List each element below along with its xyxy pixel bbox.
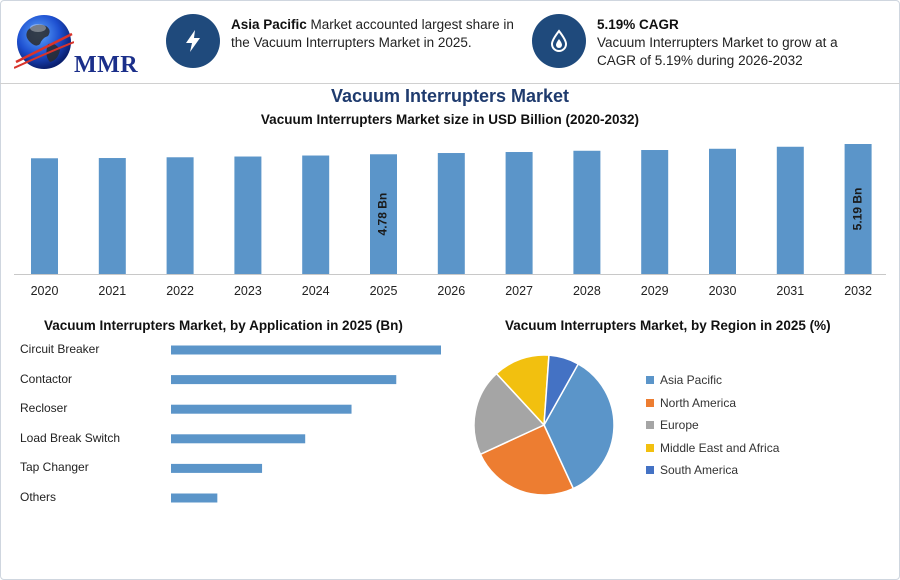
bar-2022 [166, 157, 194, 274]
info1-line1: Market accounted largest share in [306, 17, 514, 32]
region-chart-title: Vacuum Interrupters Market, by Region in… [505, 318, 831, 333]
bar-2031 [776, 146, 804, 274]
bar-2024 [302, 155, 330, 274]
info-cagr: 5.19% CAGR Vacuum Interrupters Market to… [597, 16, 887, 70]
legend-swatch [646, 443, 654, 452]
x-tick-2022: 2022 [166, 284, 194, 298]
bar-2026 [437, 153, 465, 274]
legend-swatch [646, 421, 654, 430]
pie-slice-europe [473, 372, 546, 456]
bar-2020 [31, 158, 58, 274]
lightning-icon [166, 14, 220, 68]
x-tick-2028: 2028 [573, 284, 601, 298]
application-bar-contactor [171, 375, 397, 385]
bar-2027 [505, 152, 533, 274]
legend-swatch [646, 376, 654, 384]
application-label-others: Others [20, 490, 57, 504]
application-bar-others [171, 493, 218, 503]
x-tick-2029: 2029 [641, 284, 669, 298]
info1-highlight: Asia Pacific [231, 17, 307, 32]
x-tick-2021: 2021 [98, 284, 126, 298]
x-tick-2032: 2032 [844, 284, 872, 298]
x-tick-2020: 2020 [31, 284, 59, 298]
legend-swatch [646, 398, 654, 407]
x-tick-2026: 2026 [437, 284, 465, 298]
x-tick-2027: 2027 [505, 284, 533, 298]
pie-slice-north-america [479, 424, 575, 496]
logo-text: MMR [74, 52, 139, 78]
legend-item-middle-east-and-africa: Middle East and Africa [646, 440, 779, 456]
legend-label: South America [660, 463, 739, 478]
application-label-contactor: Contactor [20, 371, 73, 386]
chart-title: Vacuum Interrupters Market [330, 86, 570, 106]
info2-line2: CAGR of 5.19% during 2026-2032 [597, 53, 803, 68]
bar-2021 [98, 158, 126, 274]
legend-item-south-america: South America [646, 462, 738, 478]
application-label-circuit-breaker: Circuit Breaker [20, 342, 100, 356]
application-label-load-break-switch: Load Break Switch [20, 430, 121, 445]
x-tick-2023: 2023 [234, 284, 262, 298]
bar-2029 [641, 150, 669, 274]
info1-line2: the Vacuum Interrupters Market in 2025. [231, 35, 472, 50]
application-label-tap-changer: Tap Changer [20, 460, 89, 475]
legend-label: North America [660, 395, 737, 410]
legend-item-north-america: North America [646, 395, 736, 411]
x-tick-2025: 2025 [370, 284, 398, 298]
flame-drop-icon [532, 14, 586, 68]
info-asia-pacific: Asia Pacific Market accounted largest sh… [231, 16, 531, 52]
legend-label: Asia Pacific [660, 373, 723, 387]
data-label-2032: 5.19 Bn [850, 188, 864, 231]
legend-item-asia-pacific: Asia Pacific [646, 372, 722, 388]
application-label-recloser: Recloser [20, 401, 68, 416]
x-tick-2030: 2030 [709, 284, 737, 298]
bar-2023 [234, 156, 262, 274]
legend-item-europe: Europe [646, 417, 699, 433]
x-tick-2024: 2024 [302, 284, 330, 298]
info2-highlight: 5.19% CAGR [597, 17, 679, 32]
application-chart-title: Vacuum Interrupters Market, by Applicati… [44, 318, 403, 333]
chart-subtitle: Vacuum Interrupters Market size in USD B… [260, 112, 640, 127]
bar-2028 [573, 150, 601, 274]
globe-icon [13, 15, 75, 69]
bar-2032 [844, 144, 872, 274]
header-divider [0, 83, 900, 84]
mmr-logo: MMR [13, 12, 139, 82]
x-tick-2031: 2031 [776, 284, 804, 298]
application-bar-recloser [171, 404, 352, 414]
pie-slice-south-america [543, 354, 580, 426]
application-bar-circuit-breaker [171, 345, 441, 355]
legend-swatch [646, 466, 654, 475]
info2-line1: Vacuum Interrupters Market to grow at a [597, 35, 838, 50]
pie-slice-middle-east-and-africa [495, 354, 550, 427]
bar-2025 [370, 154, 397, 274]
bar-2030 [709, 148, 736, 274]
application-bar-tap-changer [171, 463, 263, 473]
legend-label: Middle East and Africa [660, 440, 780, 455]
data-label-2025: 4.78 Bn [376, 193, 390, 236]
application-bar-load-break-switch [171, 434, 306, 444]
legend-label: Europe [660, 418, 699, 433]
